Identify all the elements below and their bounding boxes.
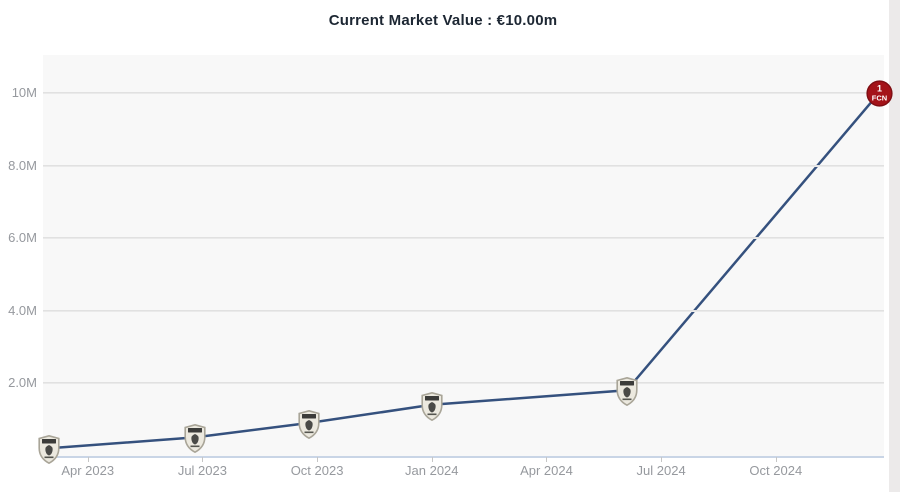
- club-badge-shield-icon[interactable]: [616, 377, 638, 411]
- x-axis-label: Jan 2024: [405, 463, 459, 478]
- club-badge-shield-icon[interactable]: [184, 424, 206, 458]
- x-axis-label: Apr 2023: [61, 463, 115, 478]
- x-axis-label: Jul 2023: [177, 463, 227, 478]
- x-axis-tick: [202, 457, 204, 462]
- club-badge-shield-icon[interactable]: [298, 409, 321, 444]
- market-value-line: [49, 92, 880, 450]
- x-axis-tick: [431, 457, 433, 462]
- gridline: [43, 237, 884, 240]
- x-axis-label: Apr 2024: [520, 463, 573, 478]
- gridline: [43, 92, 884, 95]
- x-axis-tick: [546, 457, 548, 462]
- plot-area: [43, 55, 884, 457]
- y-axis-label: 6.0M: [8, 230, 37, 246]
- gridline: [43, 382, 884, 384]
- x-axis-tick: [87, 457, 89, 462]
- svg-text:FCN: FCN: [871, 93, 886, 102]
- x-axis-label: Jul 2024: [636, 463, 686, 478]
- x-axis-tick: [661, 457, 663, 462]
- x-axis-label: Oct 2024: [749, 463, 803, 478]
- gridline: [43, 164, 884, 167]
- y-axis-label: 2.0M: [8, 375, 37, 390]
- x-axis-label: Oct 2023: [290, 463, 344, 478]
- gridline: [43, 309, 884, 312]
- scrollbar-track[interactable]: [889, 0, 900, 492]
- chart-title: Current Market Value : €10.00m: [328, 12, 558, 29]
- x-axis-line: [43, 456, 884, 458]
- y-axis-label: 4.0M: [8, 302, 37, 318]
- x-axis-tick: [775, 457, 777, 462]
- club-badge-shield-icon[interactable]: [421, 391, 443, 426]
- club-badge-shield-icon[interactable]: [38, 435, 61, 469]
- svg-text:1: 1: [877, 83, 882, 93]
- club-badge-fcn-icon[interactable]: 1 FCN: [865, 79, 893, 112]
- y-axis-label: 10M: [11, 85, 37, 101]
- x-axis-tick: [317, 457, 319, 462]
- y-axis-label: 8.0M: [8, 157, 37, 173]
